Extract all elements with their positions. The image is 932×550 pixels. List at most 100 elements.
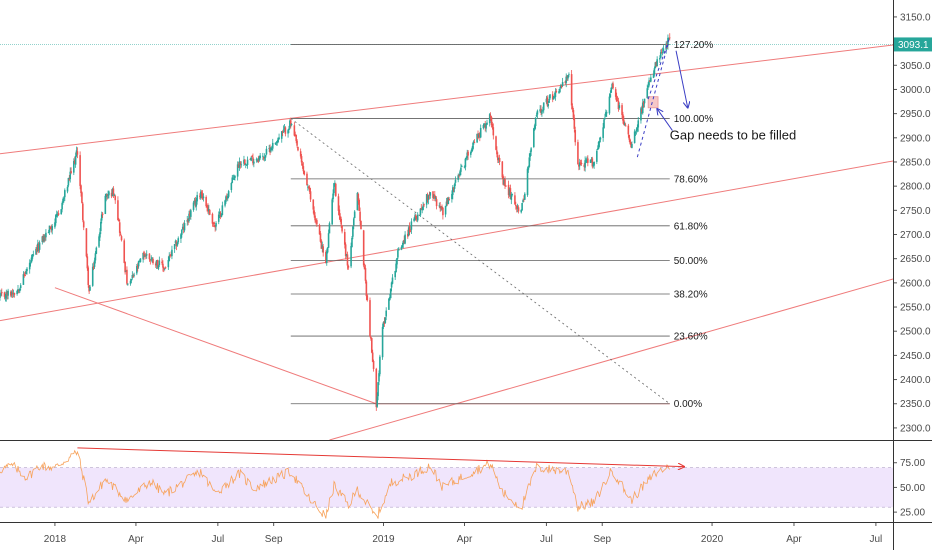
candle-body bbox=[16, 290, 18, 295]
candle-body bbox=[352, 226, 354, 237]
candle-body bbox=[264, 155, 267, 158]
candle-body bbox=[526, 168, 529, 196]
candle-body bbox=[655, 61, 658, 67]
candle-body bbox=[1, 292, 3, 294]
rsi-line bbox=[0, 449, 671, 519]
candle-body bbox=[612, 83, 614, 89]
price-tick-label: 2600.0 bbox=[900, 278, 931, 289]
fib-level-label: 23.60% bbox=[674, 332, 708, 343]
candle-body bbox=[641, 102, 644, 114]
candle-body bbox=[47, 231, 50, 233]
candle-body bbox=[124, 261, 126, 273]
candle-body bbox=[10, 291, 12, 296]
candle-body bbox=[25, 271, 27, 275]
candle-body bbox=[435, 199, 438, 207]
candle-body bbox=[400, 246, 403, 250]
candle-body bbox=[189, 212, 191, 217]
time-tick-label: Apr bbox=[128, 534, 144, 545]
candle-body bbox=[98, 236, 100, 247]
candle-body bbox=[641, 109, 643, 112]
candle-body bbox=[597, 141, 600, 149]
candle-body bbox=[170, 254, 172, 256]
candle-body bbox=[321, 245, 324, 249]
price-axis[interactable]: 3150.03100.03050.03000.02950.02900.02850… bbox=[893, 12, 932, 434]
candle-body bbox=[74, 156, 77, 165]
candle-body bbox=[529, 153, 532, 157]
fan-lines bbox=[54, 287, 670, 405]
candle-body bbox=[234, 175, 236, 178]
candle-body bbox=[472, 141, 475, 145]
candle-body bbox=[277, 137, 279, 142]
price-tick-label: 2300.0 bbox=[900, 423, 931, 434]
candle-body bbox=[560, 85, 562, 89]
oscillator-axis[interactable]: 75.00 50.00 25.00 bbox=[893, 458, 925, 519]
candle-body bbox=[483, 123, 486, 127]
candle-body bbox=[618, 105, 621, 108]
candle-body bbox=[610, 87, 613, 93]
candle-body bbox=[276, 141, 279, 143]
candle-body bbox=[406, 233, 409, 237]
price-pane[interactable]: 127.20% 100.00% 78.60% 61.80% 50.00% 38.20% 23… bbox=[0, 33, 894, 441]
candle-body bbox=[152, 258, 154, 264]
fib-level-label: 100.00% bbox=[674, 114, 714, 125]
candle-body bbox=[309, 191, 312, 200]
candle-body bbox=[446, 200, 449, 205]
candle-body bbox=[112, 188, 115, 196]
time-tick-label: 2020 bbox=[701, 534, 724, 545]
candle-body bbox=[36, 248, 38, 252]
candle-body bbox=[605, 112, 607, 117]
candle-body bbox=[617, 100, 620, 110]
candle-body bbox=[379, 356, 381, 375]
candle-body bbox=[318, 225, 321, 235]
candle-body bbox=[24, 274, 27, 276]
candle-body bbox=[322, 246, 324, 253]
candle-body bbox=[312, 199, 315, 210]
candle-body bbox=[415, 215, 417, 218]
candle-body bbox=[150, 258, 153, 260]
candle-body bbox=[515, 205, 517, 207]
oscillator-pane[interactable] bbox=[0, 447, 893, 519]
candle-body bbox=[624, 125, 627, 127]
candle-body bbox=[530, 148, 532, 152]
candle-body bbox=[57, 213, 60, 215]
candle-body bbox=[23, 274, 26, 276]
candle-body bbox=[552, 97, 555, 100]
candle-body bbox=[92, 266, 95, 269]
fib-level-label: 78.60% bbox=[674, 174, 708, 185]
candle-body bbox=[269, 147, 271, 153]
candle-body bbox=[99, 232, 101, 238]
candle-body bbox=[577, 142, 579, 165]
candle-body bbox=[265, 148, 268, 155]
candle-body bbox=[28, 262, 31, 270]
candle-body bbox=[271, 149, 273, 150]
candle-body bbox=[359, 211, 361, 222]
candle-body bbox=[383, 321, 386, 324]
candle-body bbox=[296, 140, 298, 146]
price-tick-label: 2950.0 bbox=[900, 109, 931, 120]
candle-body bbox=[118, 219, 120, 222]
candle-body bbox=[447, 197, 450, 205]
candle-body bbox=[167, 260, 170, 268]
candle-body bbox=[26, 268, 28, 272]
candle-body bbox=[111, 188, 114, 196]
candle-body bbox=[381, 326, 384, 358]
candle-body bbox=[343, 232, 346, 245]
candle-body bbox=[93, 260, 96, 267]
candle-body bbox=[471, 145, 474, 151]
candle-body bbox=[377, 382, 379, 397]
candle-body bbox=[347, 265, 350, 268]
candle-body bbox=[32, 254, 35, 256]
candle-body bbox=[215, 222, 217, 227]
candle-body bbox=[390, 282, 393, 288]
candle-body bbox=[332, 193, 334, 200]
time-axis[interactable]: 2018 Apr Jul Sep 2019 Apr Jul Sep 2020 Apr Jul bbox=[44, 522, 883, 545]
candle-body bbox=[181, 229, 183, 235]
candle-body bbox=[520, 209, 523, 213]
candle-body bbox=[226, 196, 229, 199]
candle-body bbox=[397, 250, 399, 258]
candle-body bbox=[236, 164, 239, 177]
candle-body bbox=[307, 186, 310, 188]
candle-body bbox=[240, 164, 243, 166]
candle-body bbox=[370, 337, 372, 339]
